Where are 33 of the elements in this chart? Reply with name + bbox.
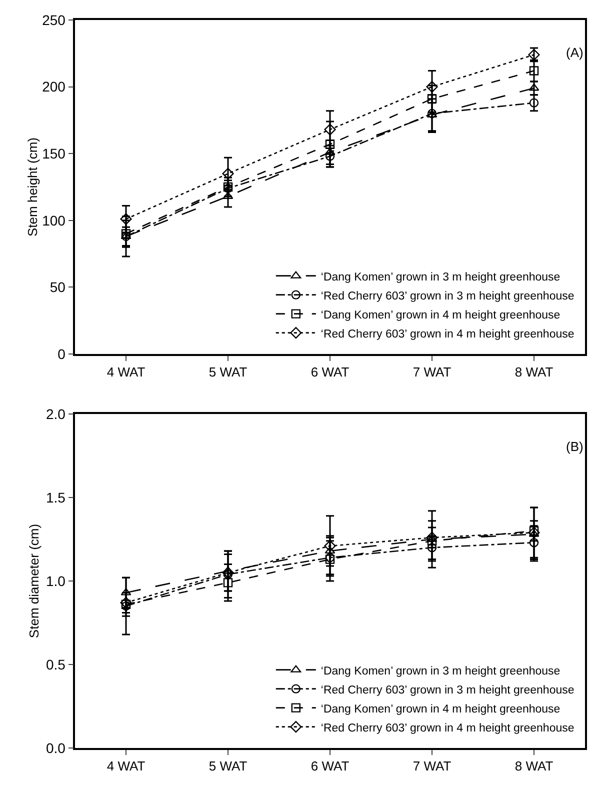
x-tick-label: 4 WAT — [106, 758, 146, 774]
legend-label: ‘Red Cherry 603’ grown in 4 m height greenhouse — [320, 328, 574, 340]
x-tick-label: 5 WAT — [208, 364, 248, 380]
y-tick-label: 0 — [58, 346, 66, 362]
y-tick-label: 150 — [42, 146, 66, 162]
y-tick-label: 50 — [50, 279, 66, 296]
y-tick-label: 100 — [42, 212, 66, 228]
annotation: (B) — [566, 439, 584, 454]
x-tick-label: 5 WAT — [208, 758, 248, 774]
y-axis-title: Stem height (cm) — [25, 138, 40, 236]
legend-label: ‘Red Cherry 603’ grown in 3 m height greenhouse — [320, 290, 574, 302]
y-tick-label: 1.0 — [46, 572, 66, 589]
legend-label: ‘Red Cherry 603’ grown in 3 m height greenhouse — [320, 684, 574, 696]
y-tick-label: 0.5 — [46, 656, 66, 672]
y-tick-label: 250 — [42, 12, 66, 28]
annotation: (A) — [566, 45, 584, 60]
x-tick-label: 6 WAT — [310, 758, 350, 774]
legend-label: ‘Dang Komen’ grown in 4 m height greenhouse — [320, 703, 560, 716]
y-tick-label: 1.5 — [46, 489, 66, 506]
y-tick-label: 200 — [42, 78, 66, 95]
x-tick-label: 6 WAT — [310, 364, 350, 380]
x-tick-label: 8 WAT — [514, 364, 554, 380]
y-tick-label: 2.0 — [46, 406, 66, 422]
x-tick-label: 8 WAT — [514, 758, 554, 774]
x-tick-label: 4 WAT — [106, 364, 146, 380]
legend-label: ‘Red Cherry 603’ grown in 4 m height greenhouse — [320, 722, 574, 734]
legend-label: ‘Dang Komen’ grown in 4 m height greenhouse — [320, 309, 560, 322]
y-axis-title: Stem diameter (cm) — [26, 524, 42, 638]
x-tick-label: 7 WAT — [412, 364, 452, 380]
legend-label: ‘Dang Komen’ grown in 3 m height greenhouse — [320, 665, 560, 678]
legend-label: ‘Dang Komen’ grown in 3 m height greenhouse — [320, 271, 560, 284]
x-tick-label: 7 WAT — [412, 758, 452, 774]
y-tick-label: 0.0 — [46, 740, 66, 756]
